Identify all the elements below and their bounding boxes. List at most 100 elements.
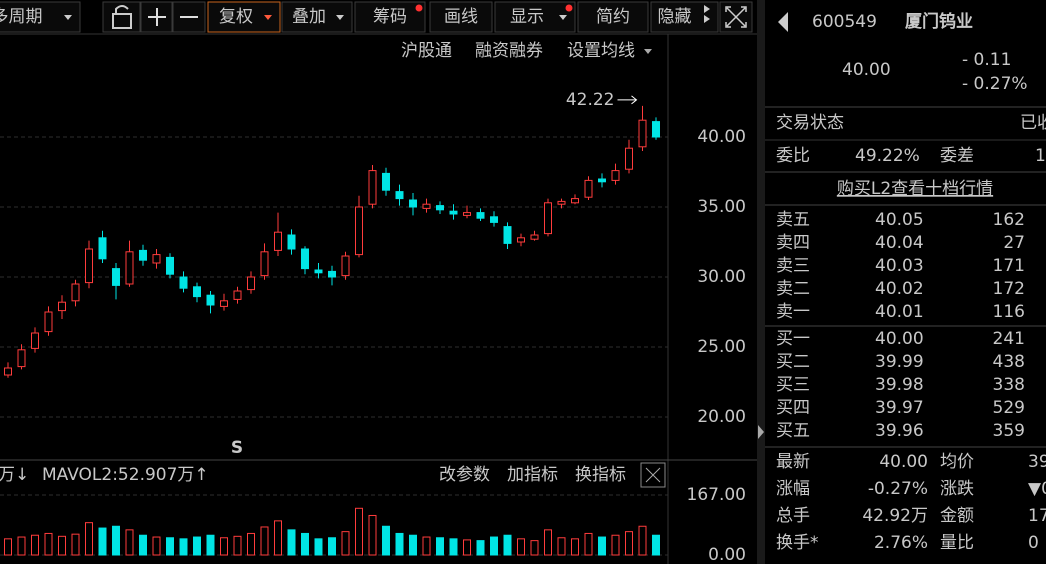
toolbar-label: 简约: [596, 7, 630, 27]
caret: [559, 15, 567, 20]
book-price: 39.96: [875, 421, 924, 441]
book-label: 卖五: [776, 210, 810, 230]
candle-body: [382, 172, 390, 191]
stat-label: 最新: [776, 452, 810, 472]
candle-body: [341, 255, 350, 277]
candle-body: [31, 332, 39, 349]
book-volume: 162: [993, 210, 1025, 230]
toolbar-link[interactable]: 设置均线: [567, 41, 635, 61]
volume-bar: [112, 525, 120, 556]
price-change-pct: - 0.27%: [962, 74, 1028, 94]
candle-body: [611, 170, 620, 181]
volume-bar: [436, 537, 444, 556]
candle-body: [571, 198, 579, 204]
toolbar-label: 画线: [444, 7, 478, 27]
l2-link[interactable]: 购买L2查看十档行情: [837, 179, 993, 199]
splitter[interactable]: [757, 0, 765, 564]
book-volume: 116: [993, 302, 1025, 322]
volume-bar: [638, 525, 647, 556]
toolbar-button[interactable]: [577, 1, 649, 33]
volume-bar: [625, 531, 633, 556]
book-label: 卖四: [776, 233, 810, 253]
y-tick-label: 167.00: [687, 485, 746, 505]
stat-value: 39: [1028, 452, 1046, 472]
volume-bar: [233, 535, 242, 556]
candle-body: [233, 290, 242, 300]
volume-bar: [98, 527, 107, 556]
stat-label: 金额: [940, 506, 974, 526]
candle-body: [598, 178, 606, 183]
volume-bar: [476, 540, 485, 556]
candle-body: [314, 269, 323, 274]
book-price: 39.97: [875, 398, 924, 418]
indicator-button[interactable]: 改参数: [439, 465, 490, 485]
book-label: 买一: [776, 329, 810, 349]
stat-label: 均价: [940, 452, 974, 472]
toolbar-button[interactable]: [429, 1, 493, 33]
indicator-button[interactable]: 换指标: [575, 465, 626, 485]
volume-bar: [314, 538, 323, 556]
y-tick-label: 35.00: [697, 197, 746, 217]
toolbar-label: 复权: [219, 7, 253, 27]
candle-body: [260, 251, 269, 277]
close-button[interactable]: [640, 462, 666, 488]
volume-bar: [652, 534, 660, 556]
candle-body: [58, 301, 66, 312]
volume-bar: [409, 534, 417, 556]
prev-stock[interactable]: [778, 12, 788, 32]
indicator-button[interactable]: 加指标: [507, 465, 558, 485]
caret: [336, 15, 344, 20]
volume-bar: [166, 537, 174, 556]
volume-bar: [490, 536, 498, 556]
status: 已收: [1020, 113, 1046, 133]
candle-body: [166, 256, 174, 275]
candle-body: [98, 237, 107, 260]
candle-body: [71, 283, 80, 302]
book-volume: 338: [993, 375, 1025, 395]
volume-bar: [85, 522, 93, 556]
stat-value: 42.92万: [862, 506, 928, 526]
candle-body: [179, 276, 188, 289]
volume-bar: [517, 538, 525, 556]
volume-bar: [31, 534, 39, 556]
splitter-arrow[interactable]: [758, 425, 764, 439]
book-label: 卖三: [776, 256, 810, 276]
toolbar-button[interactable]: [494, 1, 576, 33]
stat-label: 涨跌: [940, 479, 974, 499]
candle-body: [409, 199, 417, 208]
toolbar-button[interactable]: [354, 1, 426, 33]
candle-body: [449, 210, 458, 215]
toolbar-link[interactable]: 融资融券: [475, 41, 543, 61]
candle-body: [476, 212, 485, 219]
y-tick-label: 40.00: [697, 127, 746, 147]
volume-bar: [382, 525, 390, 556]
toolbar-link[interactable]: 沪股通: [401, 41, 452, 61]
candle-body: [584, 179, 593, 198]
book-label: 买四: [776, 398, 810, 418]
book-label: 买二: [776, 352, 810, 372]
book-volume: 241: [993, 329, 1025, 349]
candle-body: [85, 248, 93, 284]
caret: [64, 15, 72, 20]
volume-bar: [287, 529, 296, 556]
mavol1-label: 万↓: [0, 465, 29, 485]
volume-bar: [220, 537, 228, 556]
toolbar-label: 叠加: [292, 7, 326, 27]
book-price: 39.98: [875, 375, 924, 395]
badge-dot: [565, 4, 573, 12]
book-price: 40.04: [875, 233, 924, 253]
candle-body: [625, 147, 633, 170]
mavol2-label: MAVOL2:52.907万↑: [42, 465, 209, 485]
candle-body: [652, 121, 660, 138]
book-volume: 171: [993, 256, 1025, 276]
y-tick-label: 20.00: [697, 407, 746, 427]
stat-label: 量比: [940, 533, 974, 553]
volume-bar: [152, 536, 161, 556]
candle-body: [206, 294, 215, 306]
book-price: 40.03: [875, 256, 924, 276]
volume-bar: [611, 534, 620, 556]
stat-value: 17.1: [1028, 506, 1046, 526]
candle-body: [125, 251, 134, 285]
